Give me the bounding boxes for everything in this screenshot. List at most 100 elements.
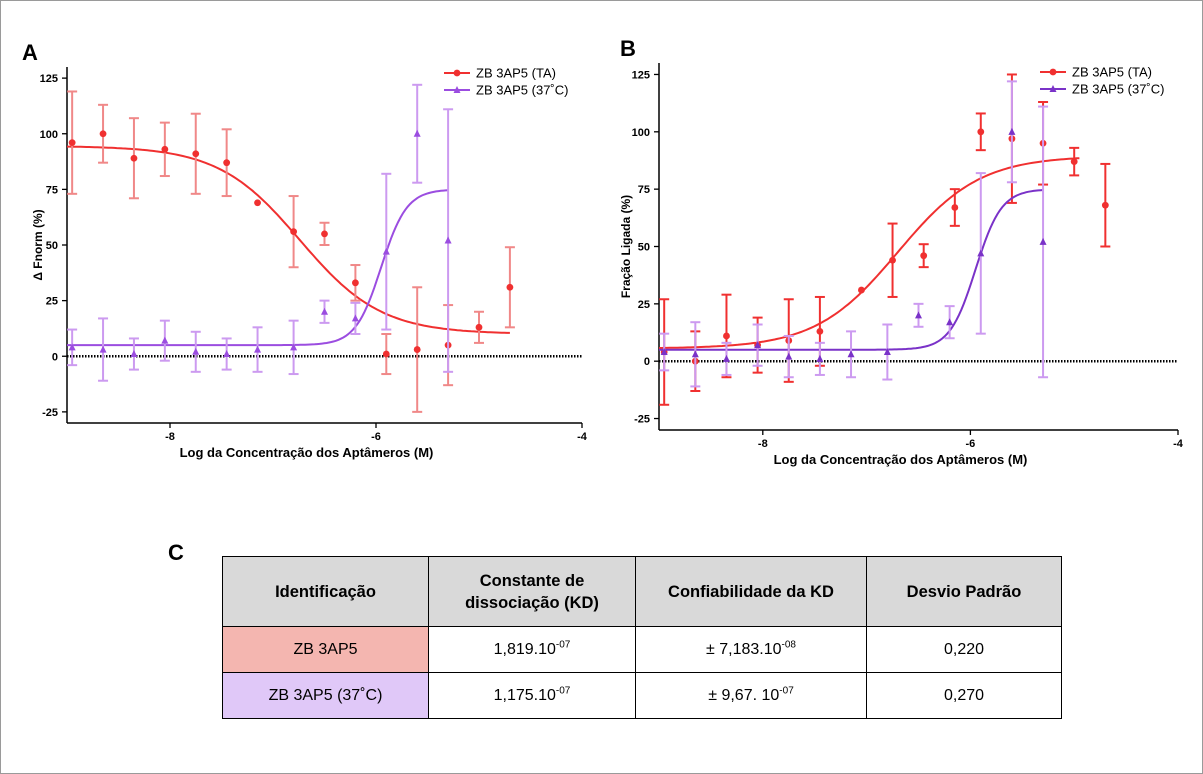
x-tick-label: -4 <box>577 431 588 443</box>
data-point <box>68 139 76 147</box>
row-identificacao: ZB 3AP5 (37˚C) <box>222 672 429 719</box>
row-identificacao: ZB 3AP5 <box>222 626 429 673</box>
data-point <box>413 129 421 137</box>
data-point <box>785 352 793 360</box>
panel-label-a: A <box>22 40 38 65</box>
conf-mantissa: ± 9,67. 10 <box>708 686 780 704</box>
row-desvio: 0,220 <box>866 626 1062 673</box>
header-desvio: Desvio Padrão <box>866 556 1062 627</box>
row-kd: 1,819.10-07 <box>428 626 636 673</box>
y-axis-label: Fração Ligada (%) <box>619 195 633 298</box>
fit-curve <box>67 189 449 347</box>
x-axis-label: Log da Concentração dos Aptâmeros (M) <box>180 445 434 460</box>
data-point <box>754 341 762 349</box>
row-confiabilidade: ± 7,183.10-08 <box>635 626 867 673</box>
y-tick-label: 50 <box>638 242 650 254</box>
data-point <box>290 228 297 236</box>
series-0 <box>67 90 515 413</box>
legend-label: ZB 3AP5 (TA) <box>1072 65 1152 80</box>
data-point <box>816 327 824 335</box>
data-point <box>1008 127 1016 135</box>
data-point <box>847 350 855 358</box>
y-tick-label: 125 <box>40 73 58 85</box>
data-point <box>161 336 169 344</box>
x-tick-label: -4 <box>1173 438 1184 450</box>
data-point <box>99 130 107 138</box>
conf-exponent: -08 <box>781 639 796 651</box>
data-point <box>382 247 390 255</box>
data-point <box>951 204 959 211</box>
header-constante-line1: Constante de <box>479 571 585 590</box>
data-point <box>254 345 262 353</box>
data-point <box>254 199 261 207</box>
row-desvio: 0,270 <box>866 672 1062 719</box>
x-axis-label: Log da Concentração dos Aptâmeros (M) <box>774 452 1028 467</box>
y-axis-label: Δ Fnorm (%) <box>31 209 45 280</box>
data-point <box>816 354 824 362</box>
fit-curve <box>67 145 510 334</box>
data-point <box>920 252 928 260</box>
data-point <box>444 236 452 244</box>
kd-table: Identificação Constante de dissociação (… <box>222 556 1062 719</box>
kd-mantissa: 1,175.10 <box>493 686 556 704</box>
data-point <box>99 345 107 353</box>
data-point <box>977 249 985 257</box>
kd-exponent: -07 <box>555 685 571 697</box>
y-tick-label: 100 <box>632 127 650 139</box>
legend-label: ZB 3AP5 (37˚C) <box>1072 82 1164 97</box>
data-point <box>352 279 359 287</box>
row-kd: 1,175.10-07 <box>428 672 636 719</box>
data-point <box>1101 201 1109 209</box>
data-point <box>192 347 200 355</box>
chart-b-bound-fraction: -25 0 25 50 75 100 125 -8 -6 -4 Log da Concentraçã… <box>619 63 1184 467</box>
data-point <box>223 159 231 167</box>
y-tick-label: 100 <box>40 129 58 141</box>
data-point <box>977 128 985 136</box>
y-tick-label: 75 <box>46 184 58 196</box>
table-row: ZB 3AP5 1,819.10-07 ± 7,183.10-08 0,220 <box>222 626 1062 673</box>
y-tick-label: 75 <box>638 184 650 196</box>
y-tick-label: 25 <box>46 296 58 308</box>
data-point <box>858 286 865 294</box>
y-tick-label: -25 <box>42 407 58 419</box>
data-point <box>660 348 668 356</box>
y-tick-label: -25 <box>634 414 650 426</box>
header-constante-line2: dissociação (KD) <box>465 593 599 612</box>
legend-marker <box>453 86 461 93</box>
data-point <box>290 343 298 351</box>
data-point <box>413 346 421 353</box>
data-point <box>130 154 138 162</box>
legend-label: ZB 3AP5 (TA) <box>476 66 556 81</box>
y-tick-label: 25 <box>638 299 650 311</box>
data-point <box>889 256 896 264</box>
y-tick-label: 0 <box>52 351 58 363</box>
legend-marker <box>1049 68 1057 76</box>
data-point <box>223 350 231 358</box>
data-point <box>475 323 483 331</box>
fit-curve <box>659 189 1044 351</box>
data-point <box>351 314 359 322</box>
data-point <box>1039 237 1047 245</box>
x-tick-label: -8 <box>165 431 175 443</box>
data-point <box>691 350 699 358</box>
x-tick-label: -6 <box>371 431 381 443</box>
data-point <box>722 354 730 362</box>
kd-table-header-row: Identificação Constante de dissociação (… <box>222 556 1062 627</box>
table-row: ZB 3AP5 (37˚C) 1,175.10-07 ± 9,67. 10-07… <box>222 672 1062 719</box>
data-point <box>506 283 514 291</box>
fit-curve <box>659 157 1080 349</box>
header-confiabilidade: Confiabilidade da KD <box>635 556 867 627</box>
header-constante: Constante de dissociação (KD) <box>428 556 636 627</box>
data-point <box>946 318 954 326</box>
data-point <box>883 348 891 356</box>
series-1 <box>67 83 454 382</box>
data-point <box>192 150 200 158</box>
y-tick-label: 0 <box>644 356 650 368</box>
conf-mantissa: ± 7,183.10 <box>706 640 782 658</box>
data-point <box>915 311 922 319</box>
data-point <box>1070 158 1078 166</box>
conf-exponent: -07 <box>779 685 794 697</box>
x-tick-label: -8 <box>758 438 768 450</box>
legend-marker <box>453 69 461 77</box>
x-tick-label: -6 <box>966 438 976 450</box>
